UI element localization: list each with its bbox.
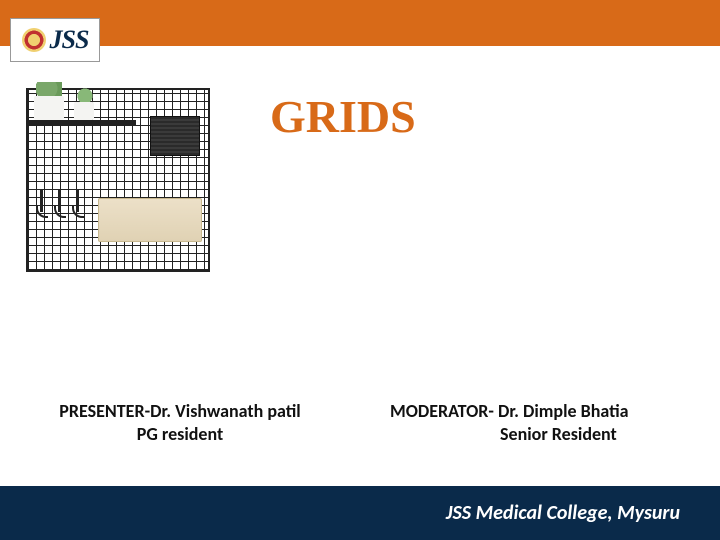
grid-organizer-image — [18, 80, 218, 280]
header-bar — [0, 0, 720, 46]
presenter-label: PRESENTER-Dr. Vishwanath patil — [30, 400, 330, 423]
slide: JSS GRIDS PRESENTER-Dr. Vishwanath patil… — [0, 0, 720, 540]
page-title: GRIDS — [270, 90, 416, 143]
planter-icon — [34, 96, 64, 120]
moderator-label: MODERATOR- Dr. Dimple Bhatia — [390, 400, 690, 423]
logo: JSS — [10, 18, 100, 62]
hook-icon — [40, 190, 43, 212]
footer-text: JSS Medical College, Mysuru — [446, 501, 680, 525]
logo-text: JSS — [50, 25, 89, 55]
moderator-role: Senior Resident — [390, 423, 690, 446]
hook-icon — [76, 190, 79, 212]
shelf-icon — [26, 120, 136, 126]
hook-icon — [58, 190, 61, 212]
light-basket-icon — [98, 198, 202, 242]
moderator-block: MODERATOR- Dr. Dimple Bhatia Senior Resi… — [390, 400, 690, 447]
planter-icon — [74, 102, 94, 120]
footer-bar: JSS Medical College, Mysuru — [0, 486, 720, 540]
dark-basket-icon — [150, 116, 200, 156]
presenter-role: PG resident — [30, 423, 330, 446]
presenter-block: PRESENTER-Dr. Vishwanath patil PG reside… — [30, 400, 330, 447]
logo-emblem-icon — [22, 28, 46, 52]
